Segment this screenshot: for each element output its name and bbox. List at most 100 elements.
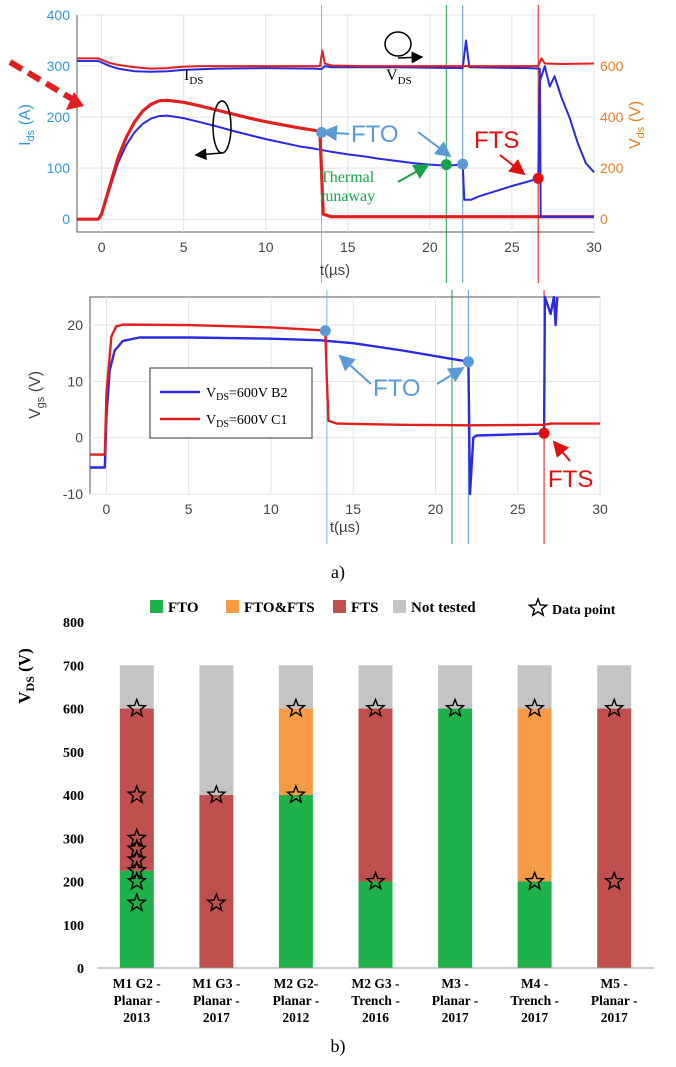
star-icon: [524, 697, 546, 718]
series-line: [77, 98, 594, 221]
bar-segment: [119, 665, 154, 709]
bar-segment: [278, 708, 313, 795]
legend-label-not-tested: Not tested: [411, 600, 476, 616]
category-label: M4 -: [521, 976, 548, 991]
star-icon: [603, 697, 625, 718]
y-tick-label: 700: [63, 659, 84, 674]
left-tick-labels: 0 100 200 300 400: [47, 7, 71, 227]
bar-segment: [597, 665, 632, 709]
right-tick-label: 600: [600, 58, 624, 74]
star-icon: [603, 870, 625, 891]
category-label: Planar -: [432, 993, 479, 1008]
star-icon: [126, 827, 148, 848]
x-tick-labels: 0 5 10 15 20 25 30: [103, 501, 608, 517]
data-points: [126, 697, 625, 913]
category-label: M2 G2-: [274, 976, 319, 991]
left-tick-label: 0: [62, 211, 70, 227]
marker-dot: [319, 325, 331, 337]
bar-segment: [199, 665, 234, 796]
x-tick-label: 15: [340, 239, 356, 255]
star-icon: [205, 892, 227, 913]
x-axis-label: t(µs): [330, 519, 360, 536]
legend-label-fto: FTO: [168, 600, 199, 616]
series-line: [77, 39, 594, 218]
bar-segment: [517, 708, 552, 882]
x-axis-label: t(µs): [320, 262, 350, 279]
left-tick-label: 200: [47, 109, 71, 125]
legend-swatch-not-tested: [393, 600, 406, 613]
vds-loop-icon: [384, 31, 412, 57]
ids-label: IDS: [184, 67, 203, 87]
right-tick-label: 200: [600, 160, 624, 176]
y-tick-label: 400: [63, 789, 84, 804]
legend-label-fts: FTS: [351, 600, 379, 616]
x-tick-label: 10: [263, 501, 279, 517]
series-line: [77, 65, 595, 221]
ids-arrow-icon: [194, 148, 223, 161]
right-tick-labels: 0 200 400 600: [600, 58, 624, 227]
x-tick-label: 5: [185, 501, 193, 517]
grid: [77, 14, 595, 232]
x-tick-label: 20: [422, 239, 438, 255]
category-label: Planar -: [193, 993, 240, 1008]
y-tick-labels: 0 100 200 300 400 500 600 700 800: [63, 616, 84, 977]
bar-segment: [278, 665, 313, 709]
bar-segment: [119, 870, 154, 968]
vds-label: VDS: [386, 67, 412, 87]
right-axis-label: Vds (V): [627, 101, 647, 149]
y-axis-label: Vgs (V): [27, 371, 47, 419]
x-tick-label: 5: [180, 239, 188, 255]
bar-segment: [517, 665, 552, 709]
thermal-arrow-icon: [397, 164, 430, 183]
category-label: M2 G3 -: [352, 976, 400, 991]
marker-dot: [532, 172, 544, 184]
thermal-runaway-label: Thermal runaway: [320, 169, 378, 205]
y-tick-label: -10: [63, 486, 83, 502]
category-label: 2017: [601, 1010, 628, 1025]
category-label: M1 G2 -: [113, 976, 161, 991]
x-tick-labels: 0 5 10 15 20 25 30: [98, 239, 602, 255]
star-icon: [524, 870, 546, 891]
x-tick-label: 10: [258, 239, 274, 255]
category-label: 2012: [282, 1010, 309, 1025]
star-icon: [365, 697, 386, 718]
dashed-arrow-icon: [8, 59, 76, 103]
series-line: [90, 295, 559, 496]
fts-label: FTS: [548, 466, 593, 493]
category-label: Trench -: [351, 993, 400, 1008]
marker-dot: [440, 159, 452, 171]
y-tick-label: 500: [63, 746, 84, 761]
star-icon: [527, 596, 549, 617]
category-label: Planar -: [591, 993, 638, 1008]
fts-arrow-icon: [552, 440, 571, 462]
star-icon: [285, 697, 307, 718]
star-icon: [126, 848, 148, 869]
bar-segment: [438, 665, 473, 709]
right-tick-label: 400: [600, 109, 624, 125]
y-axis-label: VDS (V): [15, 648, 37, 703]
star-icon: [126, 859, 148, 880]
x-tick-label: 25: [510, 501, 526, 517]
star-icon: [126, 838, 148, 858]
ids-vds-chart: 0 5 10 15 20 25 30 0 100 200 300 400 0 200 400 600 t(…: [8, 5, 647, 283]
x-tick-label: 25: [504, 239, 520, 255]
bar-segment: [278, 795, 313, 968]
fto-arrow-right-icon: [436, 366, 465, 385]
x-tick-label: 0: [98, 239, 106, 255]
star-icon: [126, 783, 148, 804]
category-label: M1 G3 -: [192, 976, 240, 991]
bar-segment: [199, 795, 234, 968]
category-label: 2013: [123, 1010, 150, 1025]
y-tick-label: 800: [63, 616, 84, 631]
x-tick-label: 0: [103, 501, 111, 517]
star-icon: [126, 870, 148, 891]
dashed-arrow-head-icon: [66, 92, 84, 110]
bar-segment: [358, 708, 393, 882]
x-tick-label: 30: [592, 501, 608, 517]
plot-area: [76, 14, 595, 233]
y-tick-label: 10: [67, 373, 83, 389]
vds-bar-chart: 0 100 200 300 400 500 600 700 800 M1 G2 - Planar …: [15, 596, 654, 1025]
category-label: M5 -: [601, 976, 628, 991]
category-label: Planar -: [113, 993, 160, 1008]
